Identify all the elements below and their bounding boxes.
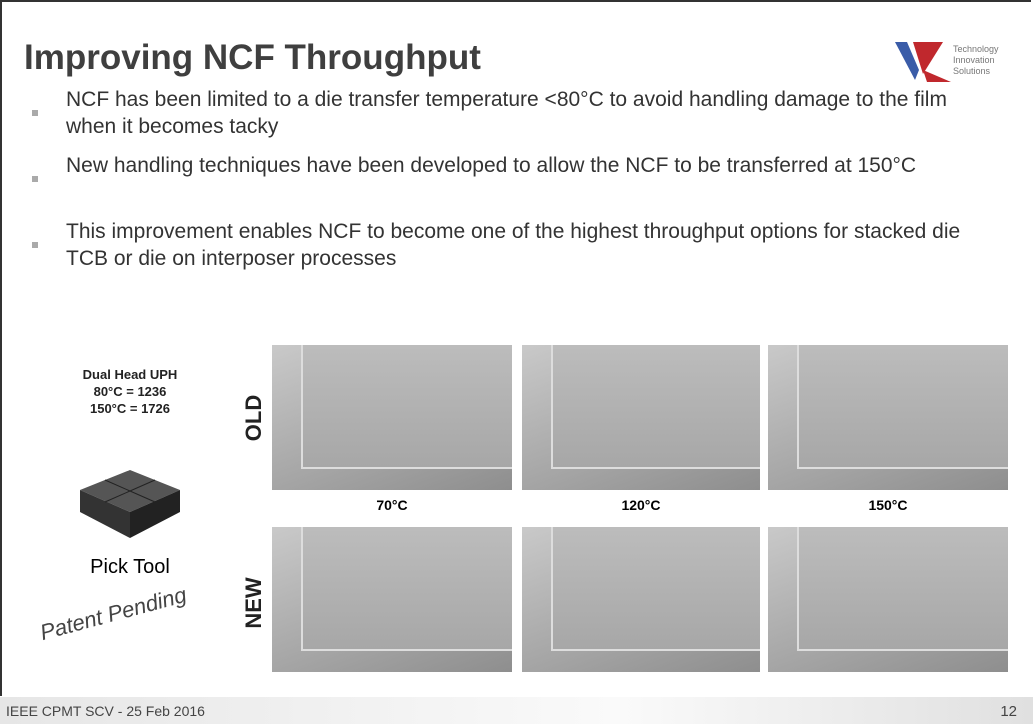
sem-image	[272, 345, 512, 490]
title: Improving NCF Throughput	[24, 38, 481, 78]
logo-text: Technology Innovation Solutions	[953, 44, 1023, 77]
bullet: New handling techniques have been develo…	[66, 152, 986, 179]
page-number: 12	[1000, 703, 1017, 720]
bullet: NCF has been limited to a die transfer t…	[66, 86, 986, 140]
uph-box: Dual Head UPH 80°C = 1236 150°C = 1726	[50, 366, 210, 417]
slide: Improving NCF Throughput Technology Inno…	[0, 0, 1033, 724]
sem-image	[272, 527, 512, 672]
sem-image	[522, 527, 760, 672]
uph-line: 150°C = 1726	[50, 400, 210, 417]
pick-tool-label: Pick Tool	[60, 556, 200, 579]
pick-tool-icon	[75, 460, 185, 540]
footer-text: IEEE CPMT SCV - 25 Feb 2016	[6, 703, 205, 719]
sem-image	[522, 345, 760, 490]
bullet-marker	[32, 176, 38, 182]
bullet: This improvement enables NCF to become o…	[66, 218, 986, 272]
column-label: 70°C	[352, 497, 432, 513]
sem-image	[768, 345, 1008, 490]
row-label: NEW	[241, 573, 267, 633]
logo: Technology Innovation Solutions	[893, 40, 1023, 90]
column-label: 150°C	[848, 497, 928, 513]
uph-title: Dual Head UPH	[50, 366, 210, 383]
uph-line: 80°C = 1236	[50, 383, 210, 400]
footer: IEEE CPMT SCV - 25 Feb 2016 12	[0, 697, 1033, 724]
sem-image	[768, 527, 1008, 672]
bullet-marker	[32, 110, 38, 116]
column-label: 120°C	[601, 497, 681, 513]
row-label: OLD	[241, 388, 267, 448]
bullet-marker	[32, 242, 38, 248]
logo-icon	[893, 40, 953, 84]
